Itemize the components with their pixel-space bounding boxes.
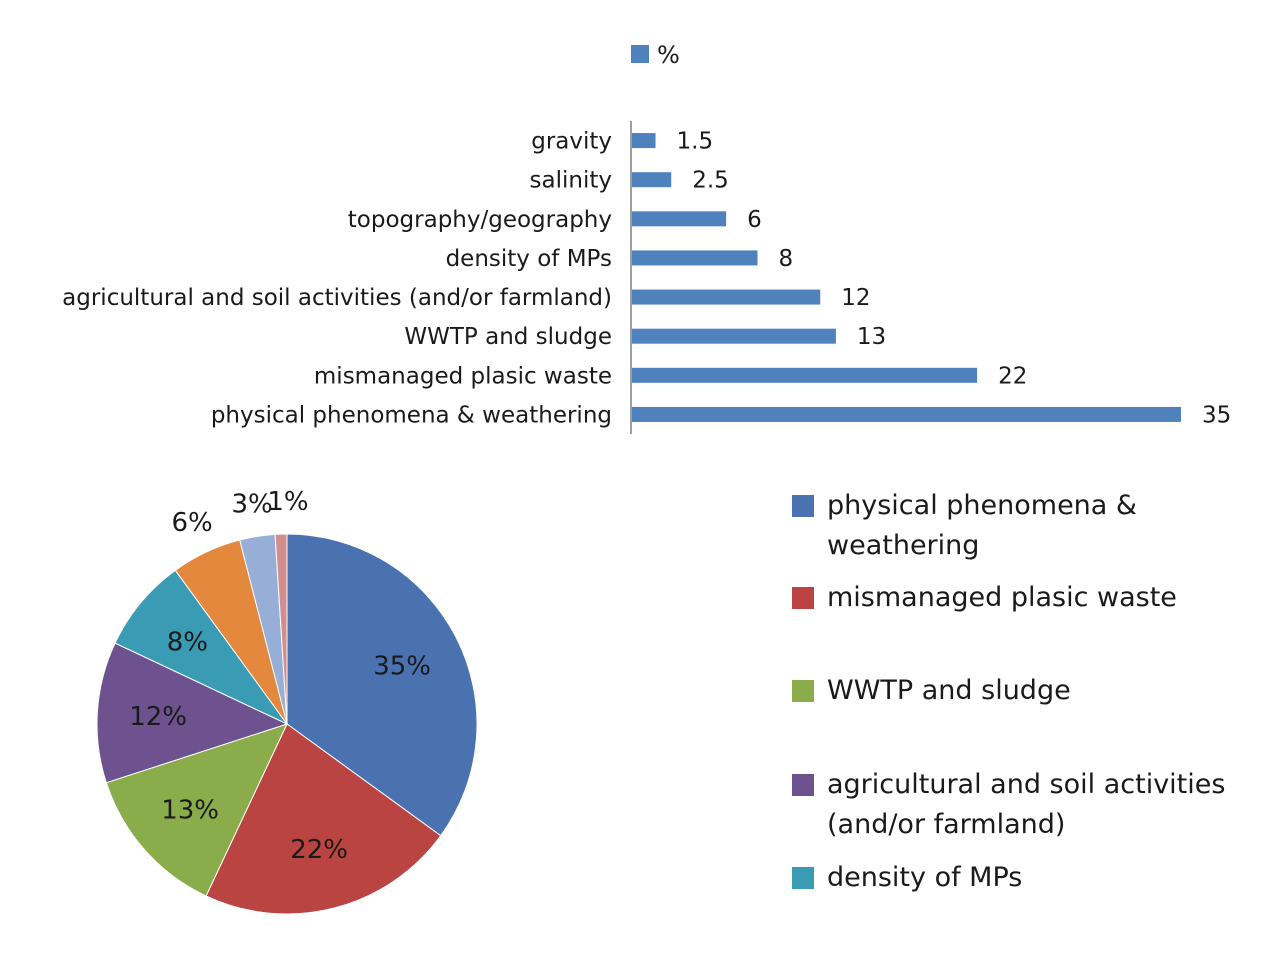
pie-slice-label: 8% <box>167 628 208 658</box>
pie-slice-label: 12% <box>129 702 187 732</box>
bar-value-label: 13 <box>857 324 886 350</box>
pie-slice-label: 13% <box>161 795 219 825</box>
bar-value-label: 8 <box>778 246 793 272</box>
bars-group: gravity 1.5 salinity 2.5 topography/geograph… <box>62 129 1231 429</box>
pie-legend-label: density of MPs <box>827 862 1023 893</box>
pie-legend-swatch <box>792 680 814 702</box>
bar <box>632 133 656 149</box>
bar-category-label: salinity <box>530 168 612 194</box>
bar-value-label: 6 <box>747 207 762 233</box>
bar-category-label: density of MPs <box>446 246 612 272</box>
pie-legend-item: agricultural and soil activities (and/or… <box>792 765 1247 845</box>
bar-category-label: topography/geography <box>348 207 612 233</box>
pie-slice-label: 1% <box>267 487 308 517</box>
pie-legend-label: WWTP and sludge <box>827 675 1071 706</box>
pie-legend-item: WWTP and sludge <box>792 671 1247 711</box>
pie-legend-swatch <box>792 774 814 796</box>
bar <box>632 250 758 266</box>
bar-category-label: physical phenomena & weathering <box>211 402 612 428</box>
pie-slice-label: 6% <box>171 508 212 538</box>
bar <box>632 289 821 305</box>
pie-slice <box>105 723 288 897</box>
pie-slice <box>96 642 289 784</box>
pie-slice <box>274 533 288 725</box>
bar <box>632 367 978 383</box>
bar <box>632 211 727 227</box>
pie-legend-label: physical phenomena & weathering <box>827 490 1137 561</box>
pie-legend-label: mismanaged plasic waste <box>827 582 1177 613</box>
pie-group: 35% 22% 13% 12% 8% 6% 3%1% <box>96 487 478 915</box>
pie-legend-label: agricultural and soil activities (and/or… <box>827 769 1226 840</box>
pie-chart: 35% 22% 13% 12% 8% 6% 3%1% <box>96 487 478 915</box>
bar-value-label: 35 <box>1202 402 1231 428</box>
pie-legend-swatch <box>792 867 814 889</box>
pie-slice <box>114 569 288 725</box>
pie-legend-item: density of MPs <box>792 858 1247 898</box>
pie-legend-swatch <box>792 495 814 517</box>
bar-category-label: mismanaged plasic waste <box>314 363 612 389</box>
bar-value-label: 2.5 <box>692 168 729 194</box>
bar <box>632 172 672 188</box>
bar-value-label: 22 <box>998 363 1027 389</box>
pie-slice-label: 22% <box>290 835 348 865</box>
pie-legend-swatch <box>792 587 814 609</box>
bar-legend-label: % <box>657 41 680 69</box>
bar-category-label: gravity <box>531 129 612 155</box>
pie-legend-item: physical phenomena & weathering <box>792 486 1247 566</box>
pie-slice-label: 3% <box>231 490 272 520</box>
bar-chart: % gravity 1.5 salinity 2.5 topography/geogra… <box>62 41 1231 434</box>
bar-legend-swatch <box>631 45 649 63</box>
bar-value-label: 1.5 <box>677 129 714 155</box>
pie-slice <box>286 533 478 837</box>
bar-category-label: WWTP and sludge <box>404 324 612 350</box>
bar <box>632 328 836 344</box>
pie-slice-label: 35% <box>373 651 431 681</box>
bar-value-label: 12 <box>841 285 870 311</box>
pie-legend-item: mismanaged plasic waste <box>792 578 1247 618</box>
bar <box>632 406 1181 422</box>
bar-category-label: agricultural and soil activities (and/or… <box>62 285 612 311</box>
